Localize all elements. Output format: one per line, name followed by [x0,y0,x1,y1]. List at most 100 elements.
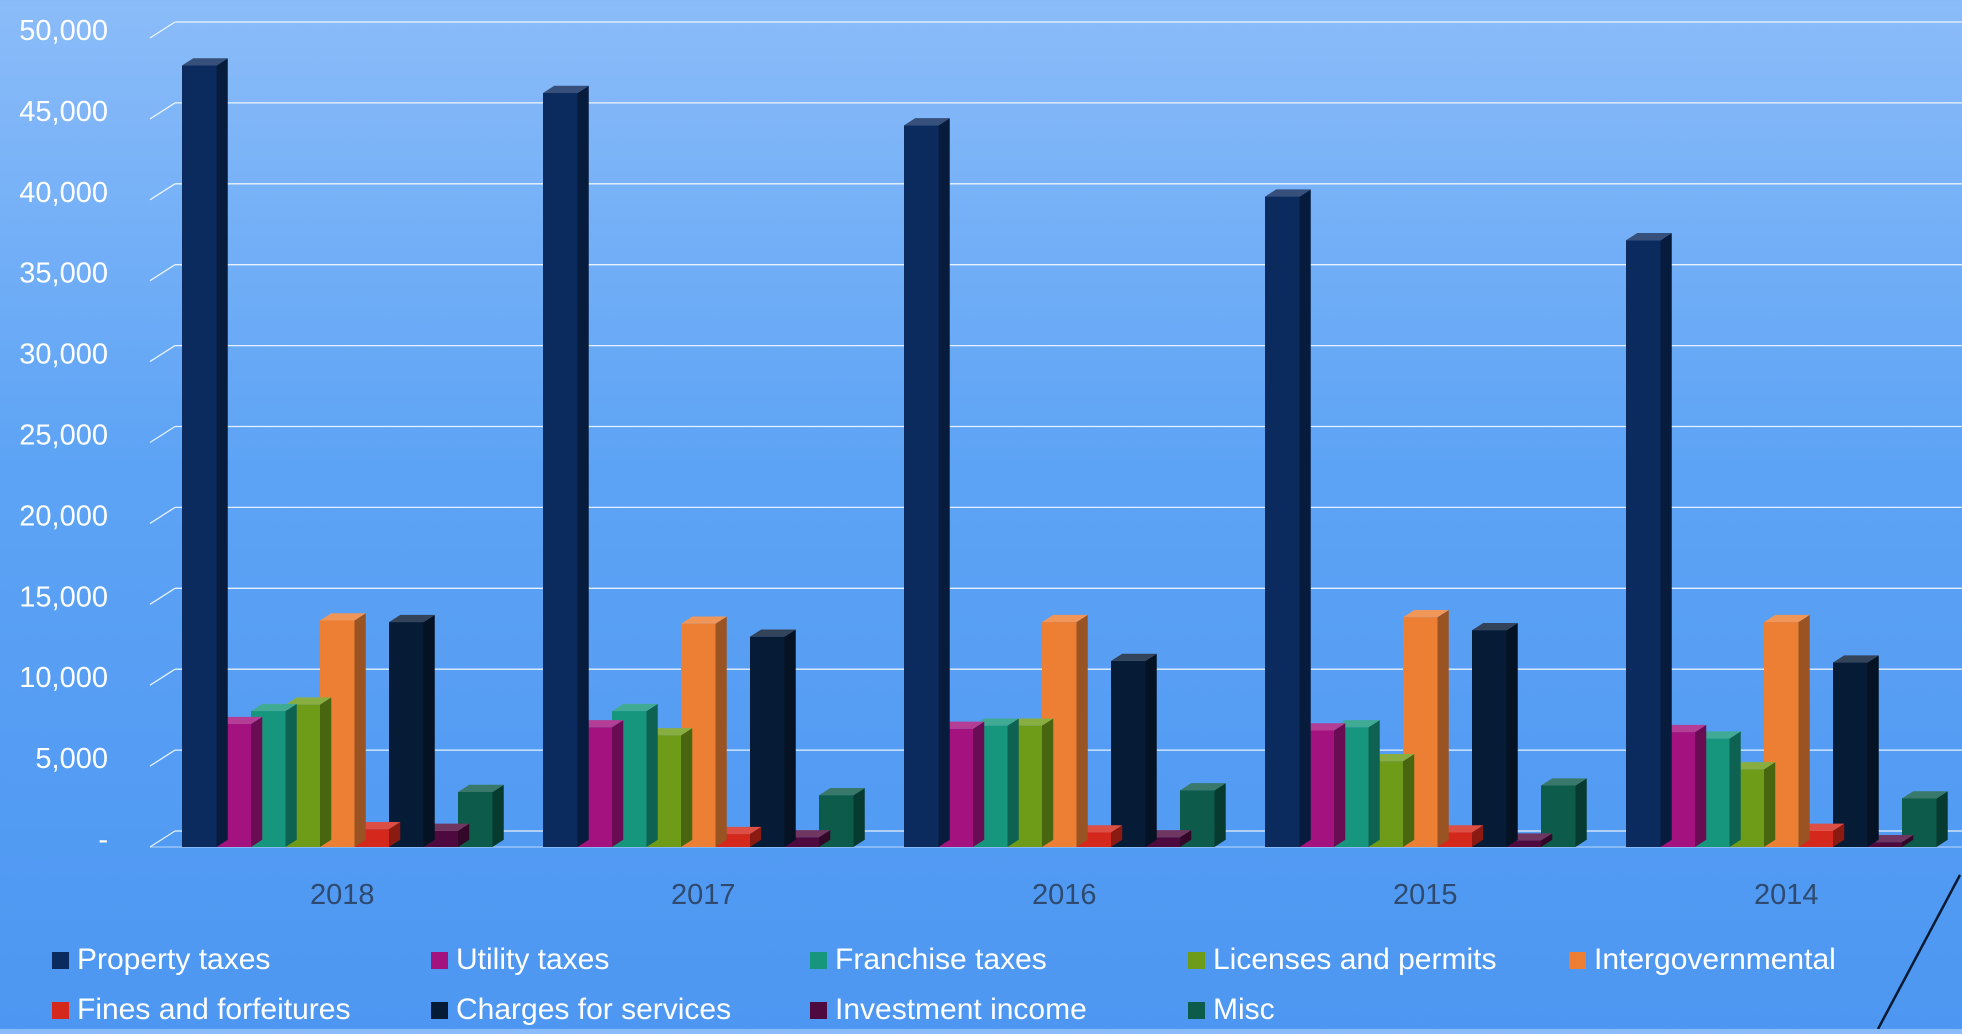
x-tick-label: 2018 [310,879,375,911]
bar-side [1369,720,1380,847]
legend-swatch [1188,952,1205,969]
legend-label: Franchise taxes [835,943,1047,976]
y-tick-label: 30,000 [19,339,108,371]
bar-side [1764,762,1775,847]
x-axis-category-labels: 2018 2017 2016 2015 2014 [310,879,1819,911]
legend-item: Property taxes [52,943,270,976]
y-tick-label: 50,000 [19,15,108,47]
bar-side [1215,783,1226,847]
legend-item: Charges for services [431,993,731,1026]
legend-label: Property taxes [77,943,270,976]
bar-side [681,728,692,847]
y-tick-label: 40,000 [19,177,108,209]
bar-front [1833,663,1868,847]
bar-front [904,125,939,847]
x-tick-label: 2016 [1032,879,1097,911]
x-tick-label: 2014 [1754,879,1819,911]
bar-side [578,86,589,847]
legend-swatch [52,1002,69,1019]
bar-2016-property-taxes [904,118,950,847]
bar-2015-charges-for-services [1472,623,1518,847]
bar-side [1334,723,1345,847]
bar-side [1507,623,1518,847]
legend-swatch [431,952,448,969]
bar-front [389,622,424,847]
bar-side [612,720,623,847]
bar-side [320,697,331,847]
grid-line-diagonal [150,669,175,685]
bar-2015-property-taxes [1265,189,1311,847]
bar-side [1868,655,1879,847]
y-tick-label: 20,000 [19,500,108,532]
legend-swatch [810,1002,827,1019]
bar-side [854,788,865,847]
x-tick-label: 2017 [671,879,736,911]
y-tick-label: - [98,824,108,856]
decorative-corner-line [1878,875,1960,1029]
bar-2017-property-taxes [543,86,589,847]
bar-side [1695,725,1706,847]
y-tick-label: 5,000 [35,743,108,775]
legend-label: Fines and forfeitures [77,993,350,1026]
bar-side [716,617,727,847]
legend-label: Investment income [835,993,1087,1026]
bar-side [217,58,228,847]
legend-item: Misc [1188,993,1275,1026]
legend-item: Licenses and permits [1188,943,1496,976]
bar-front [1111,661,1146,847]
bar-side [647,704,658,847]
bar-side [1937,791,1948,847]
grid-line-diagonal [150,588,175,604]
legend-swatch [1569,952,1586,969]
legend-label: Licenses and permits [1213,943,1496,976]
bar-front [182,66,217,847]
bar-2014-charges-for-services [1833,655,1879,847]
bar-side [1438,610,1449,847]
y-tick-label: 35,000 [19,258,108,290]
grid-line-diagonal [150,750,175,766]
legend-label: Intergovernmental [1594,943,1836,976]
legend-item: Utility taxes [431,943,609,976]
bars [182,58,1948,847]
bar-side [1576,778,1587,847]
legend-label: Utility taxes [456,943,609,976]
legend-item: Investment income [810,993,1087,1026]
legend-swatch [52,952,69,969]
bar-side [493,785,504,847]
y-tick-label: 25,000 [19,420,108,452]
bar-2018-property-taxes [182,58,228,847]
legend-item: Intergovernmental [1569,943,1836,976]
legend-item: Fines and forfeitures [52,993,350,1026]
grid-line-diagonal [150,103,175,119]
bar-2016-charges-for-services [1111,654,1157,847]
grid-line-diagonal [150,22,175,38]
bar-side [1403,754,1414,847]
bar-side [1146,654,1157,847]
bar-side [286,704,297,847]
bar-front [543,93,578,847]
grid-line-diagonal [150,184,175,200]
grid-line-diagonal [150,507,175,523]
legend-swatch [1188,1002,1205,1019]
bar-side [1008,718,1019,847]
bar-front [750,637,785,847]
bar-side [1042,718,1053,847]
legend-swatch [431,1002,448,1019]
y-tick-label: 45,000 [19,96,108,128]
bar-front [1265,197,1300,847]
bar-side [1077,615,1088,847]
bar-side [1300,189,1311,847]
y-axis-tick-labels: - 5,000 10,000 15,000 20,000 25,000 30,000 35,0… [19,15,108,856]
bar-front [1472,630,1507,847]
bar-side [424,615,435,847]
bar-side [251,717,262,847]
bar-side [785,629,796,847]
grid-line-diagonal [150,265,175,281]
bar-2018-charges-for-services [389,615,435,847]
legend: Property taxes Utility taxes Franchise tax… [52,943,1836,1026]
x-tick-label: 2015 [1393,879,1458,911]
bar-side [1661,233,1672,847]
grid-line-diagonal [150,346,175,362]
